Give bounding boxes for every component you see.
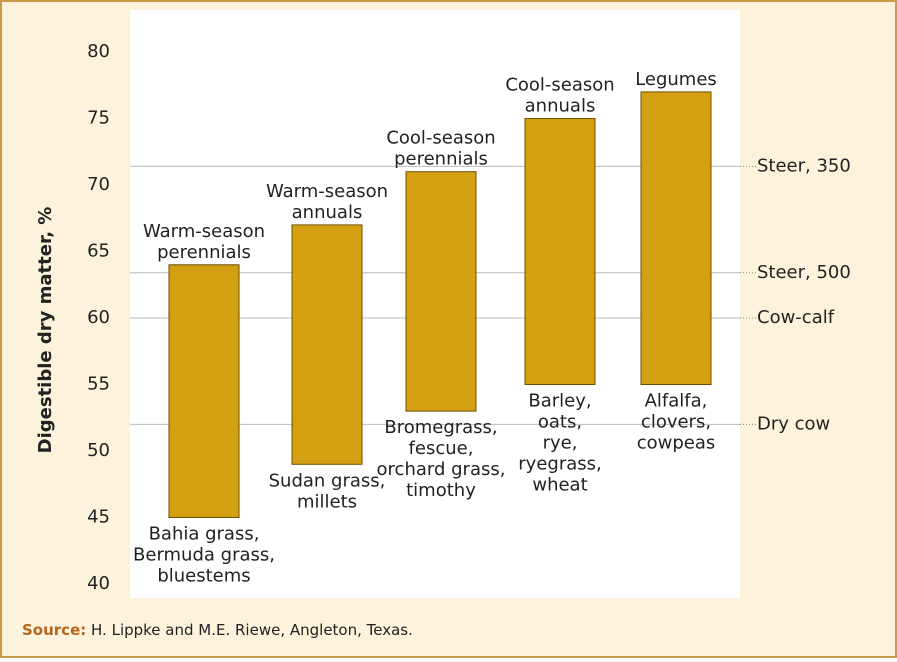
y-tick-label: 75 — [87, 108, 110, 129]
top-label: Cool-season — [505, 75, 614, 96]
bottom-label: ryegrass, — [518, 454, 601, 475]
y-tick-label: 80 — [87, 41, 110, 62]
y-tick-label: 50 — [87, 440, 110, 461]
top-label: perennials — [157, 242, 251, 263]
bottom-label: Bahia grass, — [149, 524, 260, 545]
bottom-label: cowpeas — [637, 433, 716, 454]
reference-label: Cow-calf — [757, 307, 835, 328]
bottom-label: Alfalfa, — [645, 391, 708, 412]
y-axis-label: Digestible dry matter, % — [35, 207, 56, 454]
source-label: Source: — [22, 621, 86, 639]
bottom-label: Barley, — [528, 391, 591, 412]
bar — [405, 171, 477, 412]
bar — [168, 264, 240, 518]
y-tick-label: 40 — [87, 573, 110, 594]
bottom-label: wheat — [532, 475, 587, 496]
bottom-label: rye, — [543, 433, 578, 454]
top-label: Cool-season — [386, 128, 495, 149]
bottom-label: timothy — [406, 480, 476, 501]
bottom-label: millets — [297, 491, 357, 512]
bottom-label: fescue, — [409, 438, 474, 459]
reference-label: Steer, 500 — [757, 262, 851, 283]
y-tick-label: 55 — [87, 374, 110, 395]
top-label: annuals — [525, 96, 596, 117]
y-tick-label: 70 — [87, 174, 110, 195]
top-label: Legumes — [635, 69, 717, 90]
source: Source: H. Lippke and M.E. Riewe, Anglet… — [22, 621, 413, 639]
top-label: perennials — [394, 149, 488, 170]
bottom-label: Bromegrass, — [384, 417, 497, 438]
bar — [291, 224, 363, 465]
y-tick-label: 60 — [87, 307, 110, 328]
bottom-label: Bermuda grass, — [133, 545, 275, 566]
reference-label: Steer, 350 — [757, 155, 851, 176]
top-label: annuals — [292, 202, 363, 223]
y-tick-label: 45 — [87, 507, 110, 528]
y-tick-label: 65 — [87, 241, 110, 262]
bottom-label: Sudan grass, — [269, 470, 386, 491]
bottom-label: oats, — [538, 412, 582, 433]
bottom-label: clovers, — [641, 412, 711, 433]
source-text: H. Lippke and M.E. Riewe, Angleton, Texa… — [91, 621, 413, 639]
bar — [640, 91, 712, 386]
bottom-label: bluestems — [157, 566, 250, 587]
bottom-label: orchard grass, — [377, 459, 506, 480]
top-label: Warm-season — [143, 221, 265, 242]
top-label: Warm-season — [266, 181, 388, 202]
reference-label: Dry cow — [757, 413, 830, 434]
bar — [524, 118, 596, 385]
